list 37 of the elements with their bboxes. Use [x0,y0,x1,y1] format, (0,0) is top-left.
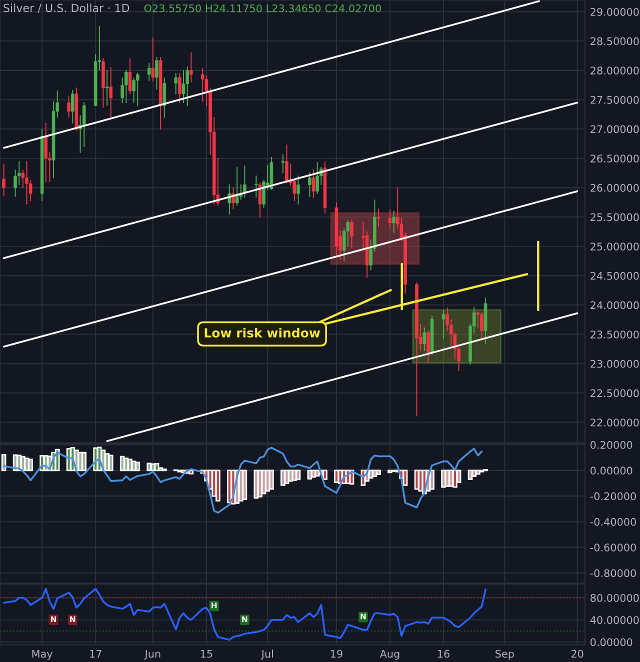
y-tick-label: 23.50000 [590,330,639,338]
y-tick-label: 25.00000 [590,242,639,250]
y-tick-label: 28.00000 [590,66,639,74]
y-tick-label: 0.00000 [590,466,632,475]
y-tick-label: -0.60000 [590,544,636,552]
y-tick-label: 26.00000 [590,184,639,192]
x-tick-label: Aug [380,650,400,660]
y-tick-label: -0.20000 [590,492,636,500]
y-tick-label: 0.00000 [590,638,632,646]
y-tick-label: 80.00000 [590,594,639,602]
y-tick-label: 25.50000 [590,213,639,222]
y-tick-label: 24.50000 [590,272,639,280]
annotation: O23.55750 H24.11750 L23.34650 C24.02700 [144,4,381,12]
x-tick-label: 19 [330,650,342,658]
annotation: Low risk window [204,328,320,338]
y-tick-label: 0.20000 [590,441,632,449]
y-tick-label: 28.50000 [590,37,639,46]
y-tick-label: 27.50000 [590,96,639,104]
chart-title: Silver / U.S. Dollar · 1D [4,4,130,14]
x-tick-label: Jul [260,650,273,660]
y-tick-label: 22.00000 [590,418,639,426]
y-tick-label: 24.00000 [590,301,639,310]
y-tick-label: -0.80000 [590,569,636,578]
x-tick-label: 20 [571,650,584,658]
y-tick-label: 23.00000 [590,360,639,368]
y-tick-label: -0.40000 [590,518,636,526]
x-tick-label: May [32,650,53,660]
y-tick-label: 40.00000 [590,616,639,624]
x-tick-label: 16 [438,650,450,658]
y-tick-label: 29.00000 [590,8,639,16]
y-tick-label: 27.00000 [590,125,639,134]
x-tick-label: Sep [496,650,514,660]
x-tick-label: Jun [144,650,160,660]
y-tick-label: 26.50000 [590,154,639,162]
y-tick-label: 22.50000 [590,389,639,398]
x-tick-label: 17 [90,650,102,658]
x-tick-label: 15 [200,650,212,658]
